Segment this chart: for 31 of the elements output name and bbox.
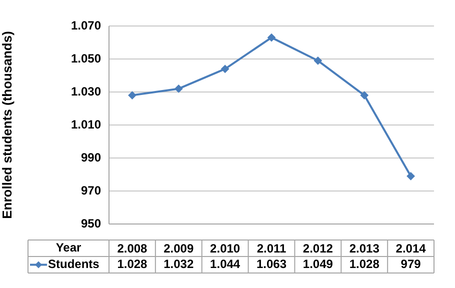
- point: [221, 64, 230, 73]
- y-tick-label: 990: [80, 150, 102, 164]
- y-axis-title: Enrolled students (thousands): [0, 31, 14, 219]
- y-tick-label: 1.030: [70, 84, 102, 98]
- x-tick-label: 2.011: [256, 242, 287, 256]
- data-label: 1.063: [256, 257, 287, 272]
- point: [406, 172, 415, 180]
- x-tick-label: 2.013: [349, 242, 380, 256]
- y-tick-label: 950: [80, 216, 102, 230]
- data-label: 1.044: [210, 257, 240, 272]
- point: [314, 56, 322, 65]
- data-label: 1.028: [349, 257, 380, 272]
- x-tick-label: 2.012: [302, 242, 334, 256]
- y-tick-label: 1.010: [70, 117, 102, 132]
- y-tick-label: 1.050: [70, 51, 102, 66]
- point: [268, 34, 276, 42]
- x-tick-label: 2.010: [210, 242, 240, 256]
- data-label: 1.032: [164, 257, 194, 272]
- point: [128, 91, 136, 100]
- data-label: 1.049: [302, 257, 334, 272]
- legend-label: Students: [48, 257, 100, 272]
- y-tick-label: 970: [80, 183, 102, 198]
- data-label: 979: [400, 257, 422, 272]
- x-axis-title: Year: [56, 240, 82, 255]
- y-tick-label: 1.070: [70, 18, 102, 32]
- point: [174, 84, 183, 93]
- point: [360, 91, 368, 100]
- x-tick-label: 2.014: [396, 242, 426, 256]
- data-label: 1.028: [117, 257, 148, 272]
- x-tick-label: 2.008: [117, 242, 148, 256]
- x-tick-label: 2.009: [164, 242, 194, 256]
